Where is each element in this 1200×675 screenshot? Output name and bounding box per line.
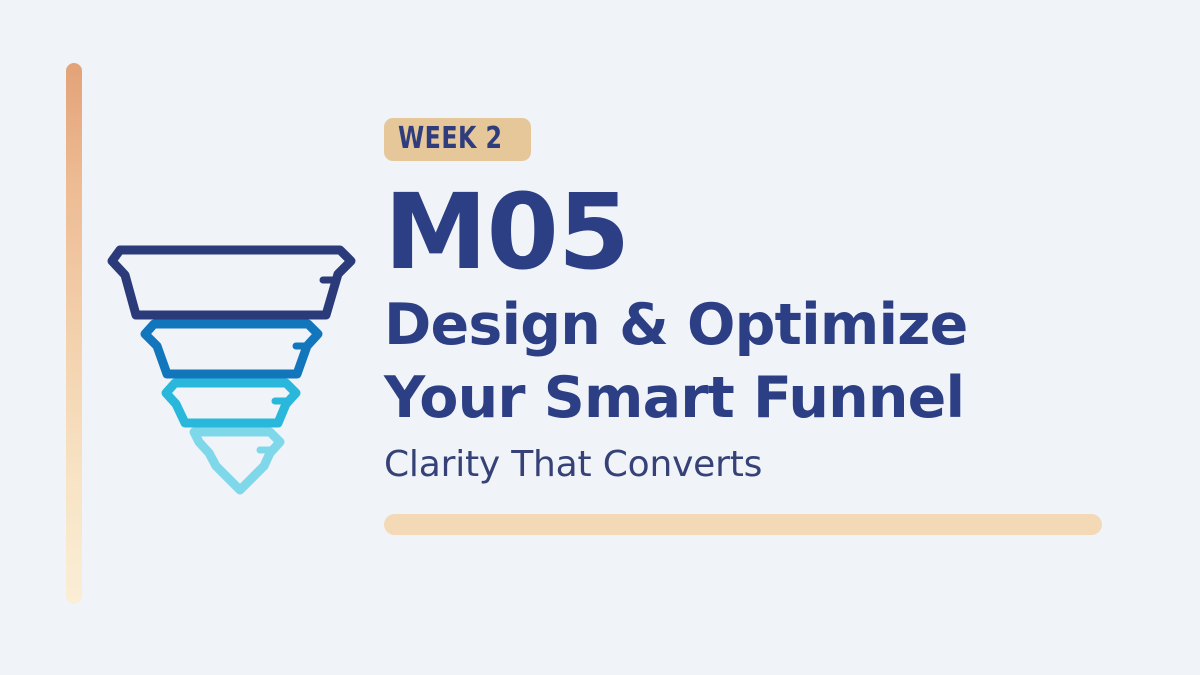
left-gradient-bar [66,63,82,604]
module-tagline: Clarity That Converts [384,443,763,485]
title-line-2: Your Smart Funnel [384,364,965,431]
funnel-icon [100,228,370,503]
page-title: Design & Optimize Your Smart Funnel [384,289,1084,435]
title-line-1: Design & Optimize [384,291,968,358]
funnel-stage-4 [189,427,285,495]
status-badge: WEEK 2 [384,118,531,161]
module-code: M05 [384,171,630,293]
funnel-stage-1 [107,245,356,320]
text-column: WEEK 2 M05 Design & Optimize Your Smart … [384,118,1114,486]
funnel-stage-3 [161,378,301,428]
bottom-accent-rule [384,514,1102,535]
week-badge-label: WEEK 2 [398,121,503,156]
funnel-stage-2 [140,319,323,379]
